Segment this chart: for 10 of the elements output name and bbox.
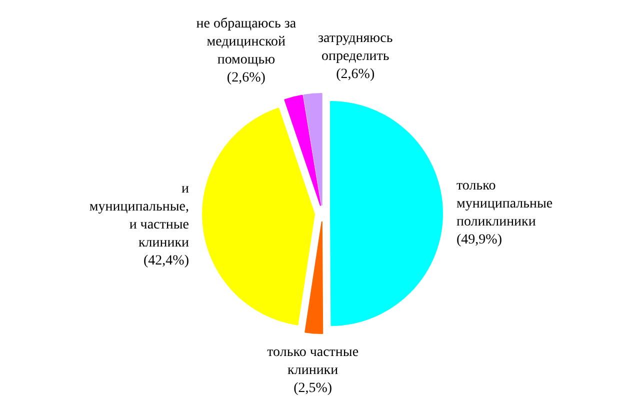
slice-label: только муниципальные поликлиники [456,178,553,230]
data-label: (49,9%) [456,232,502,248]
slice-label: только частные клиники [267,345,359,378]
slice-label: не обращаюсь за медицинской помощью [196,16,297,68]
data-label: (2,5%) [294,381,332,396]
data-label: (2,6%) [226,70,266,86]
slice-label: затрудняюсь определить [318,30,393,64]
data-label: (42,4%) [144,254,190,269]
slice-label: и муниципальные, и частные клиники [89,182,190,251]
data-label: (2,6%) [336,66,375,82]
